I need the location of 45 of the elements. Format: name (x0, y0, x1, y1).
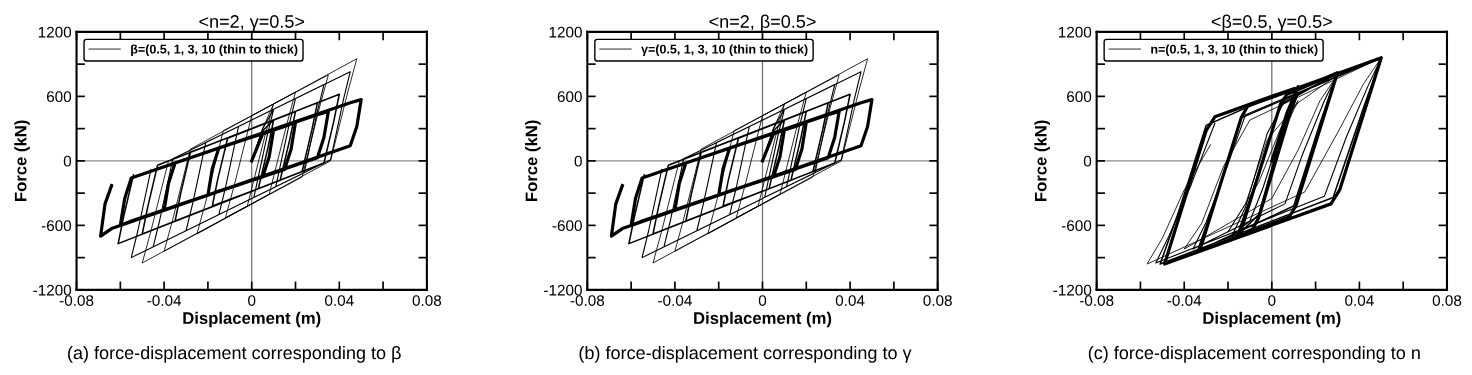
y-tick-label: 1200 (38, 26, 72, 38)
y-tick-label: -600 (552, 220, 582, 232)
y-tick-label: -1200 (544, 284, 582, 296)
y-tick-label: 600 (1067, 91, 1092, 103)
y-tick-label: 600 (557, 91, 582, 103)
text: (a) force-displacement corresponding to β (68, 345, 401, 363)
x-tick-label: 0.04 (325, 295, 354, 306)
x-tick-label: -0.04 (658, 295, 692, 306)
text: (b) force-displacement corresponding to γ (579, 345, 912, 363)
x-tick-label: 0.08 (1432, 295, 1462, 306)
legend-label: γ=(0.5, 1, 3, 10 (thin to thick) (641, 44, 808, 57)
x-tick-label: -0.08 (59, 295, 94, 306)
x-tick-label: -0.04 (147, 295, 182, 306)
y-tick-label: 1200 (1058, 26, 1092, 38)
y-tick-label: 0 (574, 155, 582, 167)
x-tick-label: 0 (758, 295, 767, 306)
x-tick-label: -0.04 (1167, 295, 1202, 306)
legend-label: n=(0.5, 1, 3, 10 (thin to thick) (1151, 44, 1318, 57)
y-tick-label: -1200 (33, 284, 72, 296)
y-tick-label: 0 (1083, 155, 1092, 167)
chart-title: <n=2, γ=0.5> (199, 15, 305, 32)
x-tick-label: 0.08 (412, 295, 442, 306)
chart-title: <β=0.5, γ=0.5> (1211, 14, 1332, 32)
x-tick-label: -0.08 (1079, 295, 1114, 306)
x-axis-title: Displacement (m) (183, 311, 321, 328)
y-tick-label: 600 (46, 91, 72, 103)
legend-label: β=(0.5, 1, 3, 10 (thin to thick) (131, 44, 298, 57)
x-axis-title: Displacement (m) (1203, 311, 1341, 328)
x-tick-label: 0 (248, 295, 256, 306)
y-axis-title: Force (kN) (14, 120, 30, 201)
x-axis-title: Displacement (m) (694, 311, 832, 328)
text: (c) force-displacement corresponding to n (1088, 345, 1420, 363)
x-tick-label: -0.08 (570, 295, 605, 306)
x-tick-label: 0.08 (923, 295, 952, 306)
x-tick-label: 0 (1268, 295, 1276, 306)
y-tick-label: -600 (1061, 220, 1092, 232)
chart-title: <n=2, β=0.5> (709, 14, 816, 32)
y-tick-label: 1200 (549, 26, 582, 38)
x-tick-label: 0.04 (1345, 295, 1374, 306)
y-tick-label: -600 (41, 220, 72, 232)
y-axis-title: Force (kN) (525, 120, 541, 201)
y-tick-label: 0 (63, 155, 72, 167)
x-tick-label: 0.04 (835, 295, 865, 306)
y-axis-title: Force (kN) (1034, 120, 1050, 201)
y-tick-label: -1200 (1053, 284, 1092, 296)
